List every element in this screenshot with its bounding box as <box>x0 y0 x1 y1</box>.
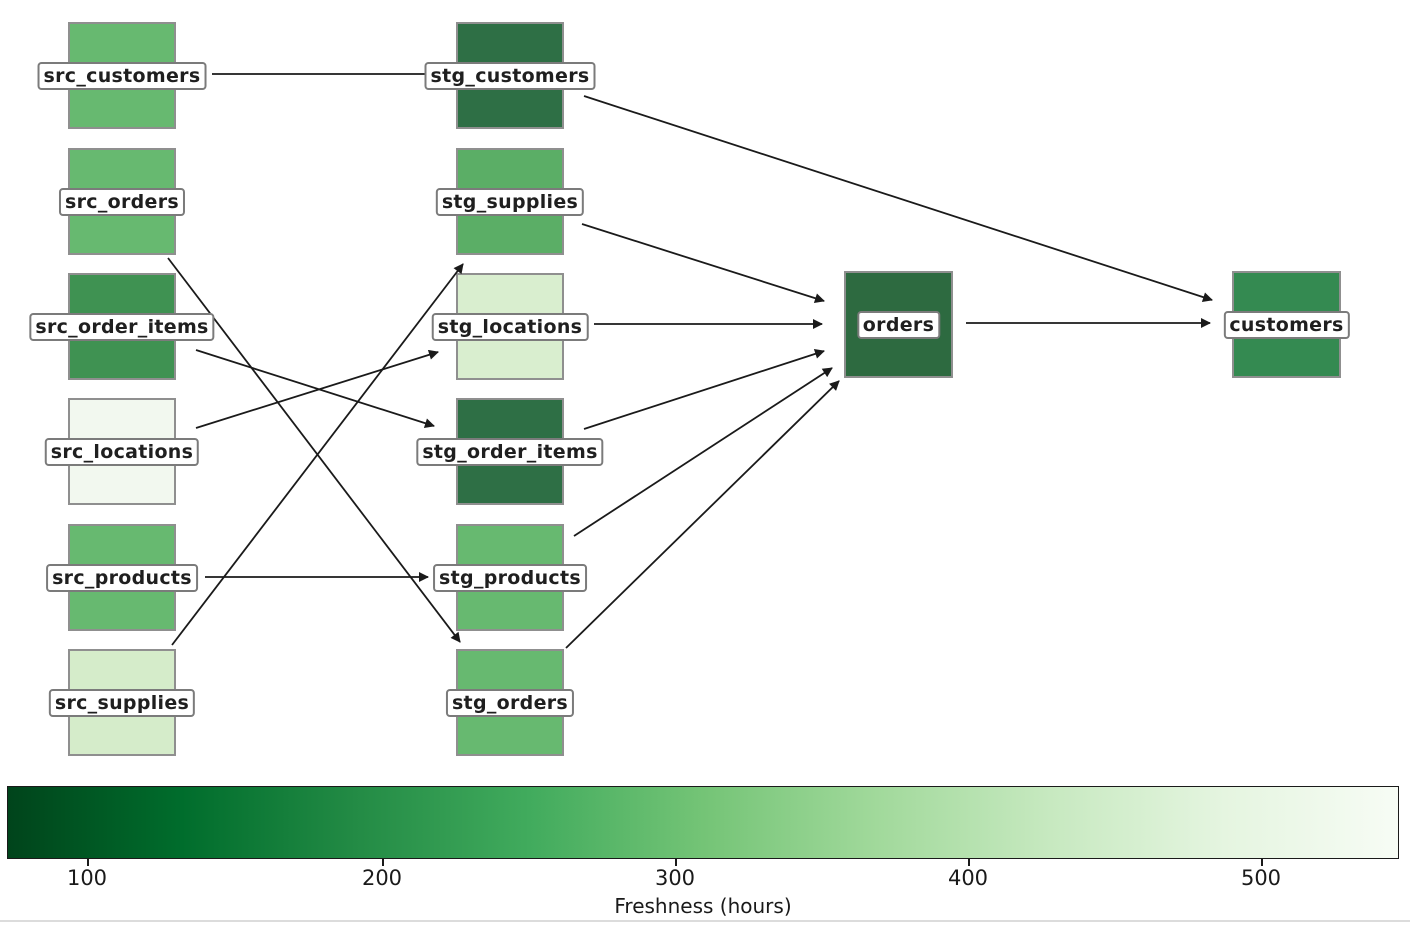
node-label-customers: customers <box>1223 310 1350 339</box>
node-label-src_locations: src_locations <box>44 437 200 466</box>
colorbar-tick-label-400: 400 <box>947 866 989 890</box>
node-label-stg_products: stg_products <box>433 563 587 592</box>
node-label-src_order_items: src_order_items <box>29 312 215 341</box>
node-label-stg_locations: stg_locations <box>431 312 589 341</box>
colorbar-axis-label: Freshness (hours) <box>614 894 792 918</box>
colorbar-tick-label-500: 500 <box>1240 866 1282 890</box>
node-label-src_orders: src_orders <box>58 187 186 216</box>
node-label-stg_customers: stg_customers <box>424 61 596 90</box>
colorbar-tick-mark-500 <box>1261 859 1263 866</box>
node-label-src_customers: src_customers <box>37 61 207 90</box>
colorbar-tick-label-100: 100 <box>66 866 108 890</box>
node-label-stg_order_items: stg_order_items <box>416 437 604 466</box>
colorbar-tick-label-200: 200 <box>361 866 403 890</box>
colorbar-tick-label-300: 300 <box>654 866 696 890</box>
node-label-stg_supplies: stg_supplies <box>435 187 585 216</box>
freshness-colorbar <box>7 786 1399 859</box>
colorbar-tick-mark-200 <box>382 859 384 866</box>
bottom-hairline <box>0 920 1410 922</box>
node-label-src_products: src_products <box>46 563 198 592</box>
colorbar-tick-mark-100 <box>87 859 89 866</box>
node-label-stg_orders: stg_orders <box>445 688 575 717</box>
node-label-src_supplies: src_supplies <box>48 688 196 717</box>
node-label-orders: orders <box>856 310 941 339</box>
colorbar-tick-mark-400 <box>968 859 970 866</box>
colorbar-tick-mark-300 <box>675 859 677 866</box>
